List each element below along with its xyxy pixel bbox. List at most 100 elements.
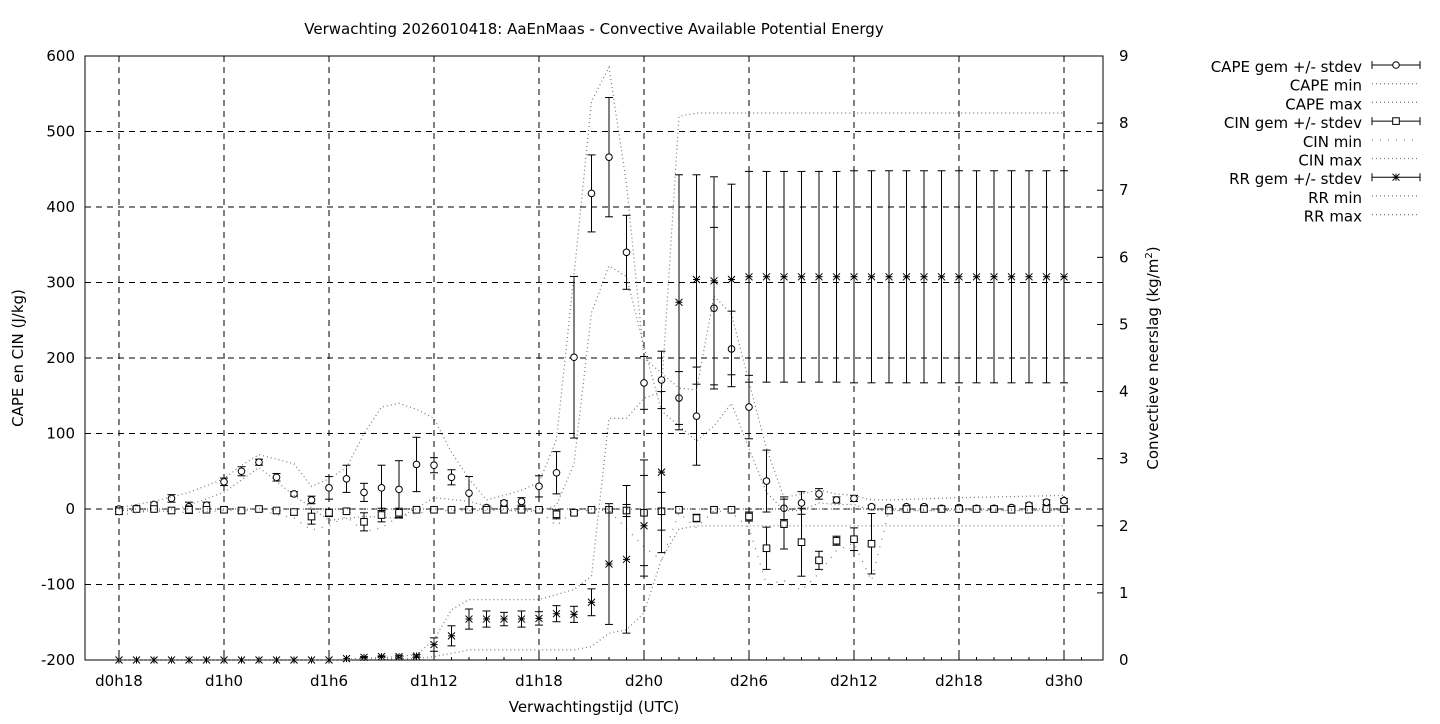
data-point-circle	[570, 353, 578, 362]
data-point-circle	[237, 467, 246, 476]
data-point-circle	[447, 473, 456, 482]
y2-tick-label: 6	[1119, 248, 1129, 266]
data-point-square	[447, 505, 456, 514]
data-point-circle	[255, 458, 263, 466]
data-point-square	[815, 556, 823, 565]
series-line	[119, 112, 1064, 661]
y2-tick-label: 9	[1119, 47, 1129, 65]
legend-label: RR max	[1304, 208, 1362, 226]
legend-label: RR min	[1308, 189, 1362, 207]
data-point-square	[517, 505, 526, 514]
y2-axis-label-end: )	[1144, 246, 1162, 252]
data-point-circle	[430, 461, 438, 470]
data-point-circle	[657, 376, 666, 384]
data-point-star	[587, 598, 596, 607]
data-point-circle	[307, 496, 316, 504]
data-point-star	[150, 656, 158, 664]
data-point-star	[762, 272, 771, 281]
data-point-circle	[867, 502, 876, 511]
data-point-square	[850, 535, 858, 544]
data-point-star	[815, 272, 823, 281]
data-point-circle	[762, 477, 771, 485]
series-cape-min	[118, 265, 1064, 521]
data-point-square	[780, 520, 788, 528]
data-point-star	[185, 656, 193, 664]
x-tick-label: d2h18	[935, 672, 983, 690]
x-tick-label: d2h0	[625, 672, 663, 690]
data-point-star	[640, 521, 648, 530]
data-point-star	[657, 468, 666, 476]
y-tick-label: 400	[46, 198, 75, 216]
data-point-star	[1392, 173, 1400, 182]
x-tick-label: d0h18	[95, 672, 143, 690]
data-point-circle	[605, 153, 613, 161]
series-rr-min	[119, 525, 1064, 661]
x-tick-label: d2h12	[830, 672, 878, 690]
data-point-star	[1007, 272, 1016, 281]
data-point-star	[832, 272, 841, 281]
data-point-star	[465, 615, 473, 623]
data-point-circle	[815, 490, 823, 498]
y2-tick-label: 5	[1119, 315, 1129, 333]
x-tick-label: d2h6	[730, 672, 768, 690]
data-point-square	[430, 505, 438, 514]
data-point-star	[867, 272, 876, 281]
data-point-square	[290, 508, 298, 516]
x-axis-label: Verwachtingstijd (UTC)	[509, 698, 680, 716]
x-tick-label: d1h6	[310, 672, 348, 690]
data-point-square	[710, 505, 718, 514]
data-point-star	[377, 652, 386, 661]
data-point-circle	[745, 403, 753, 411]
data-point-circle	[342, 475, 351, 483]
data-point-square	[202, 505, 211, 514]
data-point-circle	[552, 468, 561, 477]
data-point-square	[1025, 505, 1033, 514]
data-point-circle	[535, 482, 543, 491]
data-point-star	[902, 272, 911, 281]
data-point-square	[395, 508, 403, 517]
data-point-star	[972, 272, 981, 281]
data-point-star	[342, 654, 351, 663]
data-point-square	[797, 538, 806, 547]
y-tick-label: -100	[41, 576, 75, 594]
data-point-star	[272, 656, 281, 664]
x-tick-label: d1h12	[410, 672, 458, 690]
chart-title: Verwachting 2026010418: AaEnMaas - Conve…	[304, 20, 884, 38]
data-point-square	[360, 518, 368, 526]
data-point-square	[1042, 505, 1051, 513]
data-point-star	[1042, 272, 1051, 281]
data-point-square	[937, 505, 946, 513]
data-point-circle	[1392, 61, 1400, 69]
data-point-square	[412, 505, 421, 514]
data-point-square	[465, 505, 473, 514]
data-point-square	[167, 506, 176, 515]
data-point-star	[797, 272, 806, 281]
series-rr-gem-stdev	[115, 170, 1068, 664]
data-point-circle	[797, 499, 806, 507]
legend-label: RR gem +/- stdev	[1229, 170, 1362, 188]
data-point-circle	[412, 460, 421, 469]
data-point-circle	[360, 488, 368, 497]
series-cin-min	[118, 509, 1064, 592]
data-point-star	[920, 272, 928, 281]
x-tick-label: d1h18	[515, 672, 563, 690]
data-point-star	[535, 614, 543, 623]
data-point-square	[745, 512, 753, 521]
data-point-star	[885, 272, 893, 281]
x-tick-label: d1h0	[205, 672, 243, 690]
data-point-star	[412, 652, 421, 660]
data-point-square	[972, 505, 981, 513]
data-point-square	[692, 514, 701, 522]
y-tick-label: 600	[46, 47, 75, 65]
y-tick-label: 300	[46, 274, 75, 292]
y2-axis-label: Convectieve neerslag (kg/m2)	[1144, 246, 1162, 469]
data-point-circle	[692, 412, 701, 420]
data-point-circle	[622, 248, 631, 257]
data-point-star	[745, 272, 753, 281]
data-point-circle	[1042, 498, 1051, 507]
data-point-circle	[465, 489, 473, 497]
data-point-square	[482, 505, 491, 514]
data-point-star	[482, 615, 491, 623]
data-point-circle	[850, 494, 858, 503]
series-cape-max	[118, 65, 1065, 509]
